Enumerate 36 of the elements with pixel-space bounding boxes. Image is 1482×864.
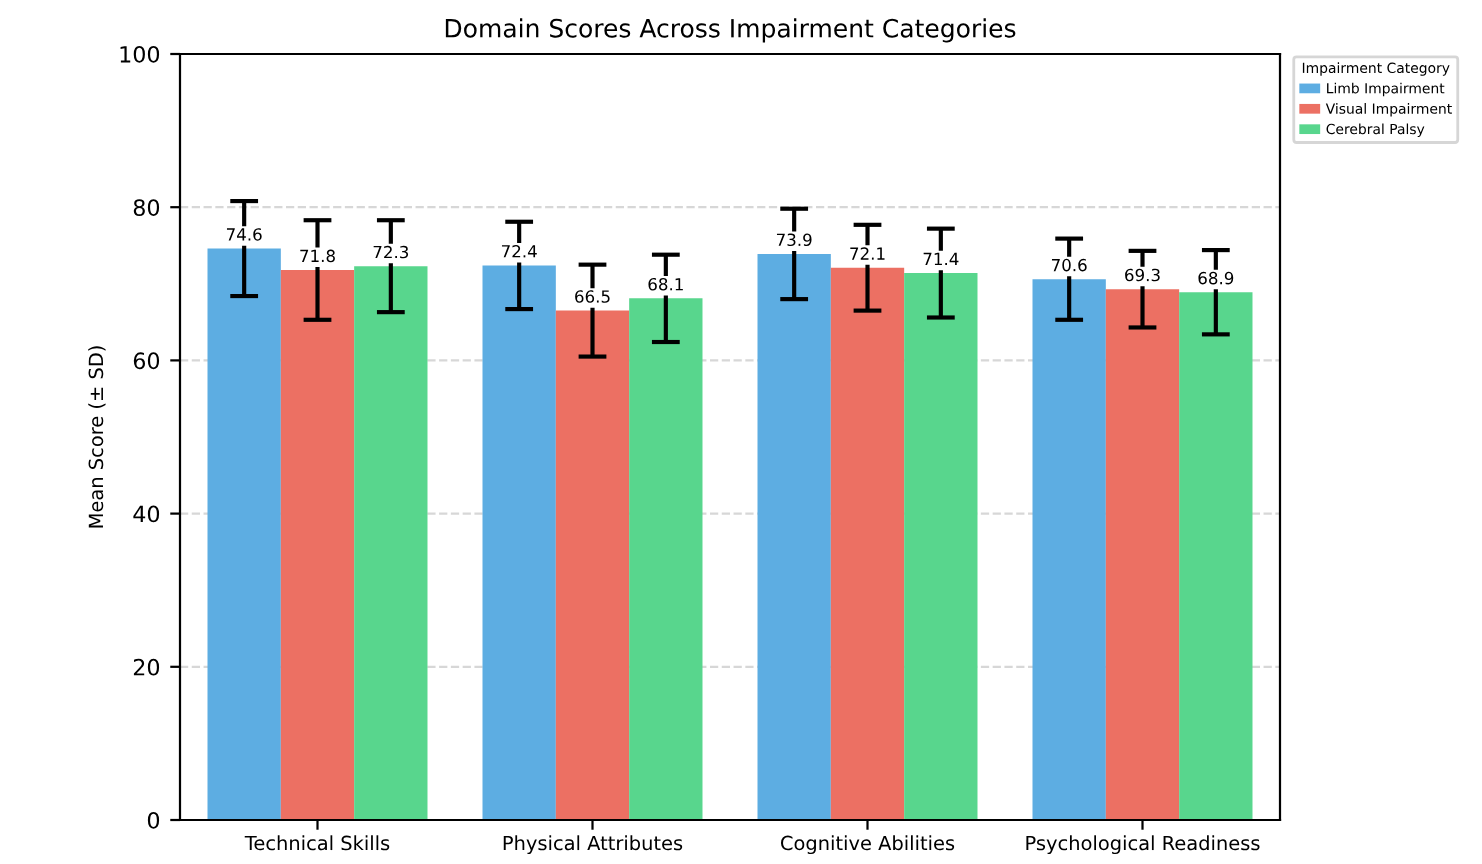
- bar: [1105, 289, 1180, 820]
- bar: [280, 270, 355, 820]
- data-label: 73.9: [776, 233, 812, 247]
- x-tick-label: Technical Skills: [244, 835, 390, 851]
- data-label: 72.4: [501, 244, 537, 258]
- data-label: 66.5: [575, 290, 610, 303]
- data-label: 70.6: [1051, 258, 1087, 272]
- bar: [830, 267, 905, 820]
- data-label: 68.9: [1198, 271, 1234, 285]
- data-label: 72.1: [850, 247, 885, 260]
- y-tick-label: 80: [133, 199, 160, 216]
- y-tick-label: 20: [133, 658, 160, 676]
- bar: [354, 266, 428, 820]
- bar: [629, 298, 703, 820]
- y-axis-title: Mean Score (± SD): [88, 346, 106, 528]
- data-label: 71.4: [923, 252, 959, 266]
- bar: [757, 253, 831, 820]
- y-tick-label: 40: [133, 505, 160, 523]
- bar: [555, 310, 630, 820]
- bar: [1179, 292, 1253, 820]
- x-tick-label: Physical Attributes: [503, 835, 683, 855]
- y-tick-label: 100: [120, 45, 160, 63]
- bar: [207, 248, 281, 820]
- data-label: 72.3: [373, 245, 409, 259]
- data-label: 68.1: [648, 277, 683, 291]
- y-tick-label: 0: [147, 811, 160, 829]
- bar: [1032, 279, 1106, 820]
- x-tick-label: Cognitive Abilities: [780, 835, 955, 855]
- data-label: 69.3: [1125, 268, 1160, 282]
- y-tick-label: 60: [133, 352, 160, 370]
- data-label: 74.6: [226, 228, 262, 241]
- x-tick-label: Psychological Readiness: [1026, 835, 1260, 855]
- chart-title: Domain Scores Across Impairment Categories: [445, 18, 1016, 43]
- data-label: 71.8: [300, 249, 335, 263]
- bar: [904, 273, 978, 820]
- bar: [482, 265, 556, 820]
